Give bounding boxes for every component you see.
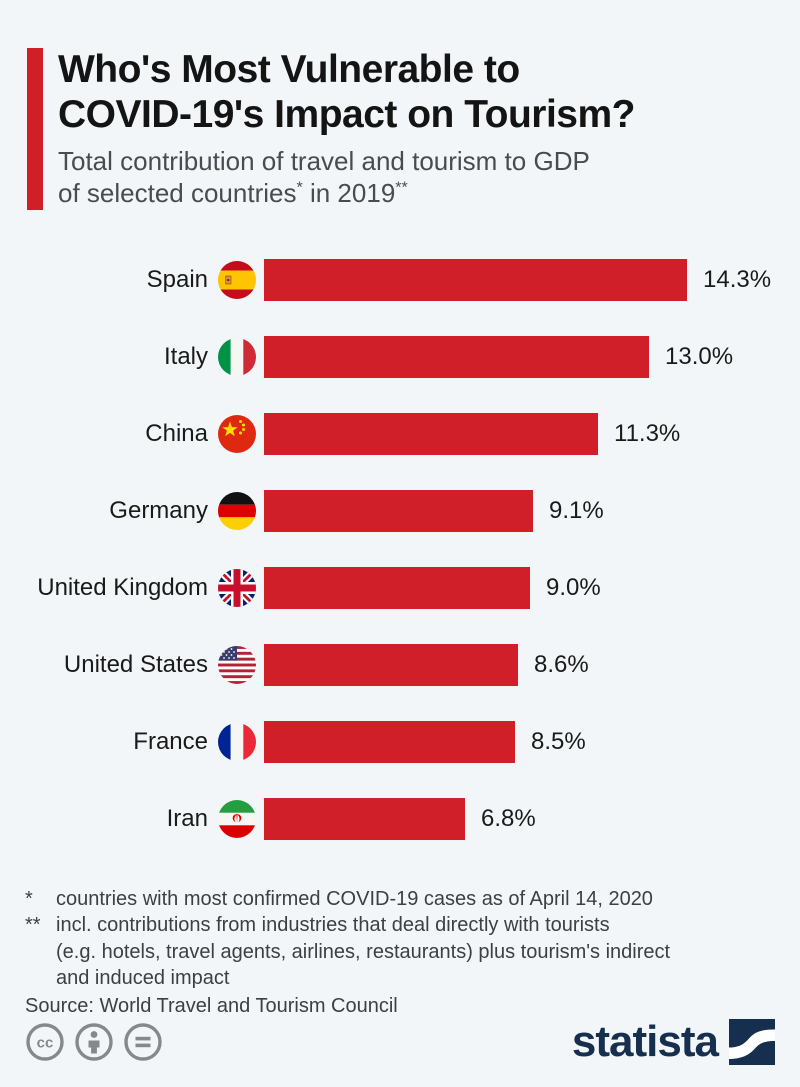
value-label: 14.3% — [703, 265, 772, 293]
bar-cn — [264, 412, 598, 455]
bar-de — [264, 489, 533, 532]
footnote-text: countries with most confirmed COVID-19 c… — [56, 887, 653, 910]
flag-icon-de — [218, 491, 256, 530]
statista-wordmark: statista — [571, 1017, 719, 1066]
flag-icon-es — [218, 260, 256, 299]
value-label: 11.3% — [614, 419, 681, 447]
footnote: * countries with most confirmed COVID-19 … — [25, 886, 775, 913]
footnote-text: incl. contributions from industries that… — [56, 914, 671, 990]
value-label: 13.0% — [665, 342, 734, 370]
value-label: 9.0% — [546, 573, 601, 601]
bar-ir — [264, 797, 465, 840]
chart-subtitle: Total contribution of travel and tourism… — [58, 145, 590, 209]
bar-row: Iran 6.8% — [25, 797, 775, 840]
bar-row: China 11.3% — [25, 412, 775, 455]
flag-icon-ir — [218, 799, 256, 838]
value-label: 6.8% — [481, 804, 536, 832]
flag-icon-us — [218, 645, 256, 684]
footer: cc statista — [25, 1019, 775, 1065]
footnote-marker-ref-2: ** — [395, 178, 408, 197]
title-block: Who's Most Vulnerable to COVID-19's Impac… — [58, 48, 635, 210]
attribution-icon[interactable] — [74, 1022, 114, 1062]
page-title: Who's Most Vulnerable to COVID-19's Impac… — [58, 48, 635, 138]
cc-icon[interactable]: cc — [25, 1022, 65, 1062]
bar-row: Italy 13.0% — [25, 335, 775, 378]
footnote-marker-ref-1: * — [296, 178, 303, 197]
country-label: United States — [63, 650, 208, 678]
country-label: China — [145, 419, 208, 447]
statista-logo-mark — [729, 1019, 775, 1065]
country-label: Iran — [166, 804, 208, 832]
value-label: 9.1% — [549, 496, 604, 524]
source-line: Source: World Travel and Tourism Council — [25, 995, 398, 1018]
bar-gb — [264, 566, 530, 609]
bar-it — [264, 335, 649, 378]
svg-text:cc: cc — [37, 1035, 54, 1052]
bar-row: United States 8.6% — [25, 643, 775, 686]
flag-icon-cn — [218, 414, 256, 453]
title-accent-bar — [27, 48, 43, 210]
bar-row: Germany 9.1% — [25, 489, 775, 532]
subtitle-line-1: Total contribution of travel and tourism… — [58, 145, 590, 176]
title-line-2: COVID-19's Impact on Tourism? — [58, 92, 635, 136]
footnote-marker: ** — [25, 914, 41, 937]
footnotes: * countries with most confirmed COVID-19 … — [25, 886, 775, 992]
value-label: 8.6% — [534, 650, 589, 678]
country-label: Italy — [163, 342, 208, 370]
flag-icon-gb — [218, 568, 256, 607]
country-label: France — [133, 727, 208, 755]
statista-logo[interactable]: statista — [572, 1019, 775, 1065]
flag-icon-it — [218, 337, 256, 376]
bar-row: France 8.5% — [25, 720, 775, 763]
flag-icon-fr — [218, 722, 256, 761]
footnote: ** incl. contributions from industries th… — [25, 912, 775, 992]
header: Who's Most Vulnerable to COVID-19's Impac… — [27, 48, 775, 210]
value-label: 8.5% — [531, 727, 586, 755]
no-derivatives-icon[interactable] — [123, 1022, 163, 1062]
license-icons: cc — [25, 1022, 163, 1062]
country-label: United Kingdom — [37, 573, 208, 601]
country-label: Germany — [109, 496, 208, 524]
bar-row: Spain 14.3% — [25, 258, 775, 301]
bar-es — [264, 258, 687, 301]
bar-us — [264, 643, 518, 686]
bar-row: United Kingdom 9.0% — [25, 566, 775, 609]
bar-chart: Spain 14.3% Italy 13.0% China 11.3% Germany 9.1… — [25, 258, 775, 840]
country-label: Spain — [146, 265, 208, 293]
footnote-marker: * — [25, 887, 33, 910]
bar-fr — [264, 720, 515, 763]
title-line-1: Who's Most Vulnerable to — [58, 48, 520, 91]
